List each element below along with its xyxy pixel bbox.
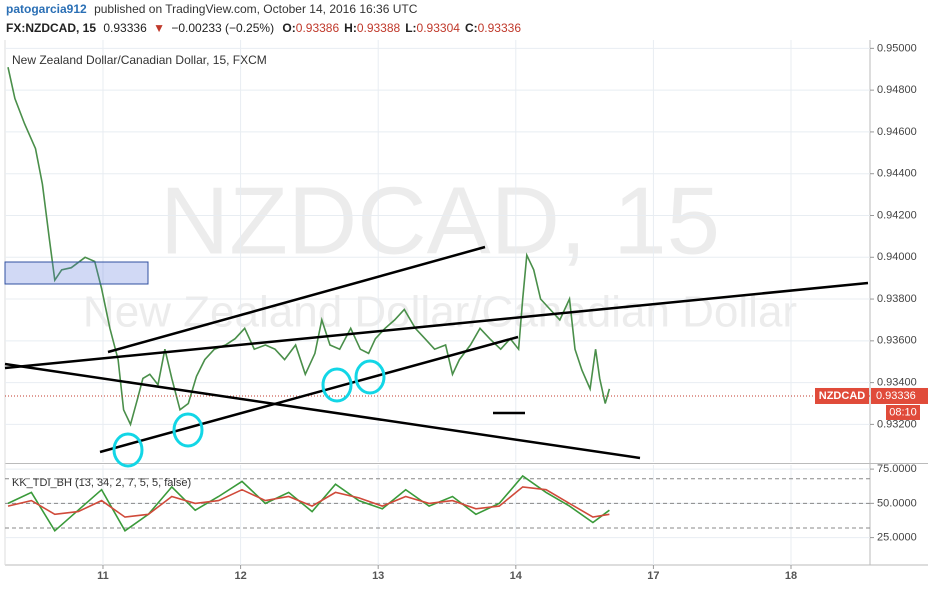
symbol-tag	[815, 387, 869, 404]
ohlc-value: 0.93304	[417, 21, 461, 35]
y-tick-label: 0.93200	[877, 418, 917, 430]
y-tick-label: 0.94000	[877, 251, 917, 263]
published: published on TradingView.com, October 14…	[94, 2, 418, 16]
circle-marker	[172, 412, 204, 448]
watermark-symbol: NZDCAD, 15	[160, 167, 720, 274]
trend-line	[99, 335, 519, 454]
change: −0.00233 (−0.25%)	[171, 21, 274, 35]
indicator-legend: KK_TDI_BH (13, 34, 2, 7, 5, 5, false)	[12, 477, 191, 489]
drawings	[4, 245, 869, 468]
symbol: FX:NZDCAD, 15	[6, 21, 96, 35]
x-tick-label: 12	[234, 570, 246, 582]
x-tick-label: 17	[647, 570, 659, 582]
y-tick-label: 0.94800	[877, 84, 917, 96]
circle-marker	[321, 367, 353, 403]
x-tick-label: 11	[97, 570, 109, 582]
ohlc-label: L:	[405, 21, 416, 35]
y-tick-label: 0.94400	[877, 168, 917, 180]
ohlc-label: C:	[465, 21, 478, 35]
y-tick-label: 0.93800	[877, 293, 917, 305]
price-tag	[871, 387, 928, 404]
header-line-1: patogarcia912 published on TradingView.c…	[6, 2, 418, 16]
drawn-rectangle	[4, 261, 149, 285]
series-line	[7, 486, 610, 518]
plots: 0.93200 0.93400 0.93600 0.93800 0.94000 0.942…	[5, 40, 928, 582]
circle-marker	[354, 359, 386, 395]
author[interactable]: patogarcia912	[6, 2, 87, 16]
price-tag-text: 0.93336	[876, 390, 916, 402]
watermark: NZDCAD, 15 New Zealand Dollar/Canadian D…	[83, 167, 797, 336]
symbol-tag-text: NZDCAD	[819, 390, 865, 402]
x-tick-label: 13	[372, 570, 384, 582]
change-arrow: ▼	[153, 21, 165, 35]
series-line	[7, 474, 610, 533]
header-line-2: FX:NZDCAD, 15 0.93336 ▼ −0.00233 (−0.25%…	[6, 21, 521, 35]
ohlc-value: 0.93386	[296, 21, 340, 35]
countdown-tag	[886, 404, 920, 420]
ohlc-value: 0.93388	[357, 21, 401, 35]
y-tick-label: 0.94200	[877, 209, 917, 221]
ohlc-value: 0.93336	[478, 21, 522, 35]
ohlc-label: H:	[344, 21, 357, 35]
y-tick-label: 0.93600	[877, 335, 917, 347]
y-tick-label: 0.93400	[877, 377, 917, 389]
trend-line	[4, 362, 641, 460]
y-tick-label: 0.94600	[877, 126, 917, 138]
trend-line	[4, 281, 869, 370]
ohlc-label: O:	[282, 21, 295, 35]
y-tick-label: 25.0000	[877, 532, 917, 544]
y-tick-label: 0.95000	[877, 42, 917, 54]
trend-line	[107, 245, 486, 354]
circle-marker	[112, 432, 144, 468]
chart-legend: New Zealand Dollar/Canadian Dollar, 15, …	[12, 53, 267, 67]
y-tick-label: 75.0000	[877, 463, 917, 475]
series-line	[7, 67, 611, 427]
countdown-text: 08:10	[889, 406, 917, 418]
last-price: 0.93336	[103, 21, 147, 35]
watermark-name: New Zealand Dollar/Canadian Dollar	[83, 288, 797, 337]
x-tick-label: 14	[510, 570, 523, 582]
x-tick-label: 18	[785, 570, 797, 582]
y-tick-label: 50.0000	[877, 497, 917, 509]
